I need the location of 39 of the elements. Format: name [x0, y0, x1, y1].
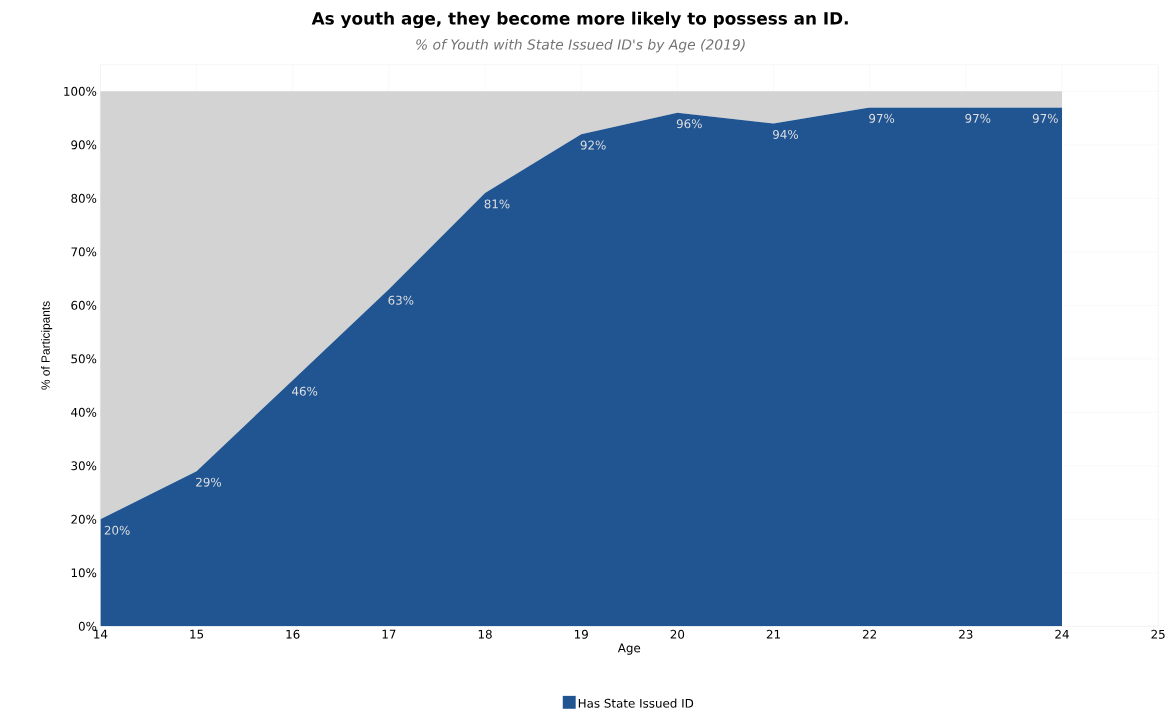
x-tick-label: 20 [670, 629, 685, 639]
x-tick-label: 23 [959, 629, 973, 639]
data-label: 94% [772, 130, 798, 140]
data-label: 29% [196, 477, 222, 487]
x-axis-title: Age [617, 643, 641, 655]
x-tick-label: 17 [382, 629, 396, 639]
data-label: 63% [388, 295, 414, 305]
data-label: 46% [292, 386, 318, 396]
x-tick-label: 24 [1055, 629, 1069, 639]
x-tick-label: 19 [574, 629, 588, 639]
chart-subtitle: % of Youth with State Issued ID's by Age (2019) [416, 39, 745, 53]
x-tick-label: 25 [1151, 629, 1165, 639]
y-tick-label: 50% [71, 354, 97, 364]
data-label: 20% [104, 525, 130, 535]
x-tick-label: 22 [862, 629, 877, 639]
data-label: 97% [965, 114, 991, 123]
y-axis-title: % of Participants [41, 301, 53, 390]
x-tick-label: 16 [286, 629, 300, 639]
x-tick-label: 18 [478, 629, 492, 639]
y-tick-label: 60% [71, 300, 97, 310]
data-label: 96% [676, 119, 702, 129]
y-tick-label: 0% [78, 621, 97, 631]
x-tick-label: 14 [94, 629, 108, 639]
y-tick-label: 70% [71, 247, 97, 257]
data-label: 97% [1032, 114, 1058, 123]
legend-label: Has State Issued ID [578, 698, 694, 708]
data-label: 81% [484, 199, 510, 209]
y-tick-label: 20% [71, 514, 97, 524]
y-tick-label: 30% [71, 461, 97, 471]
y-tick-label: 80% [71, 193, 97, 203]
y-tick-label: 40% [71, 407, 97, 417]
x-tick-label: 21 [766, 629, 780, 639]
x-tick-label: 15 [190, 629, 204, 639]
y-tick-label: 90% [71, 140, 97, 150]
data-label: 97% [869, 114, 895, 123]
y-tick-label: 100% [64, 86, 97, 96]
chart-title: As youth age, they become more likely to possess an ID. [311, 11, 848, 29]
data-label: 92% [580, 140, 606, 150]
y-tick-label: 10% [71, 568, 97, 578]
